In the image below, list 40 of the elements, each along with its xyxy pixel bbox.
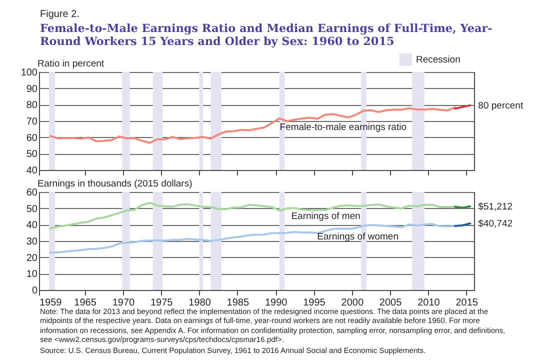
y-tick-label: 90 xyxy=(26,84,38,95)
y-axis-title: Ratio in percent xyxy=(38,58,104,70)
x-tick-label: 1980 xyxy=(188,298,212,308)
y-tick-label: 10 xyxy=(26,269,38,280)
legend-label: Recession xyxy=(416,54,460,66)
annotation: Earnings of women xyxy=(317,232,398,243)
y-tick-label: 30 xyxy=(26,236,38,248)
annotation: $51,212 xyxy=(478,201,513,212)
y-tick-label: 40 xyxy=(26,220,38,232)
chart-subtitle: Figure 2. xyxy=(40,9,80,20)
y-tick-label: 50 xyxy=(26,149,38,160)
y-tick-label: 60 xyxy=(26,132,38,144)
x-tick-label: 2010 xyxy=(418,298,440,308)
chart-title: Female-to-Male Earnings Ratio and Median Earnings of Full-Time, Year-Round Workers 15 Years and Older by Sex: 1960 to 2015 xyxy=(40,21,494,48)
annotation: 80 percent xyxy=(478,100,524,112)
x-tick-label: 2005 xyxy=(379,298,402,308)
y-tick-label: 20 xyxy=(26,252,38,264)
x-tick-label: 2000 xyxy=(341,298,364,308)
y-tick-label: 80 xyxy=(26,100,38,112)
x-tick-label: 1975 xyxy=(150,298,174,308)
y-tick-label: 50 xyxy=(26,204,38,215)
line-series xyxy=(49,202,456,230)
x-tick-label: 1985 xyxy=(226,298,250,308)
y-axis-title: Earnings in thousands (2015 dollars) xyxy=(38,178,192,190)
annotation: Female-to-male earnings ratio xyxy=(280,122,406,133)
y-tick-label: 40 xyxy=(26,166,38,176)
y-tick-label: 0 xyxy=(32,286,38,296)
x-tick-label: 1995 xyxy=(303,298,326,308)
x-tick-label: 1990 xyxy=(264,298,288,308)
y-tick-label: 100 xyxy=(20,68,38,78)
line-series xyxy=(49,223,456,254)
x-tick-label: 2015 xyxy=(456,298,478,308)
y-tick-label: 70 xyxy=(26,116,38,128)
line-series xyxy=(49,106,456,144)
x-tick-label: 1965 xyxy=(74,298,97,308)
y-tick-label: 60 xyxy=(26,188,38,198)
x-tick-label: 1959 xyxy=(40,298,62,308)
annotation: $40,742 xyxy=(478,218,513,230)
x-tick-label: 1970 xyxy=(112,298,136,308)
annotation: Earnings of men xyxy=(291,211,360,222)
